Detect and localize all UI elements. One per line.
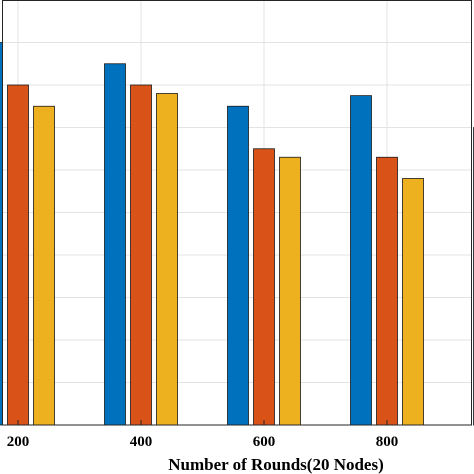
bars-group [0,42,474,426]
x-tick-label-600: 600 [253,434,276,450]
x-axis-label: Number of Rounds(20 Nodes) [168,455,384,474]
bar-series-2-400 [130,84,152,426]
bar-series-3-600 [279,156,301,426]
bar-series-3-400 [156,93,178,426]
bar-series-1-800 [350,95,372,426]
bar-series-2-600 [253,148,275,426]
x-tick-label-400: 400 [130,434,153,450]
x-tick-labels: 200 400 600 800 [7,434,399,450]
x-tick-label-800: 800 [376,434,399,450]
x-tick-label-200: 200 [7,434,30,450]
axes [2,0,472,426]
bar-series-1-400 [104,63,126,426]
bar-series-3-800 [402,178,424,426]
bar-series-2-200 [7,84,29,426]
bar-series-2-800 [376,156,398,426]
bar-series-3-200 [33,105,55,426]
bar-series-1-600 [227,105,249,426]
